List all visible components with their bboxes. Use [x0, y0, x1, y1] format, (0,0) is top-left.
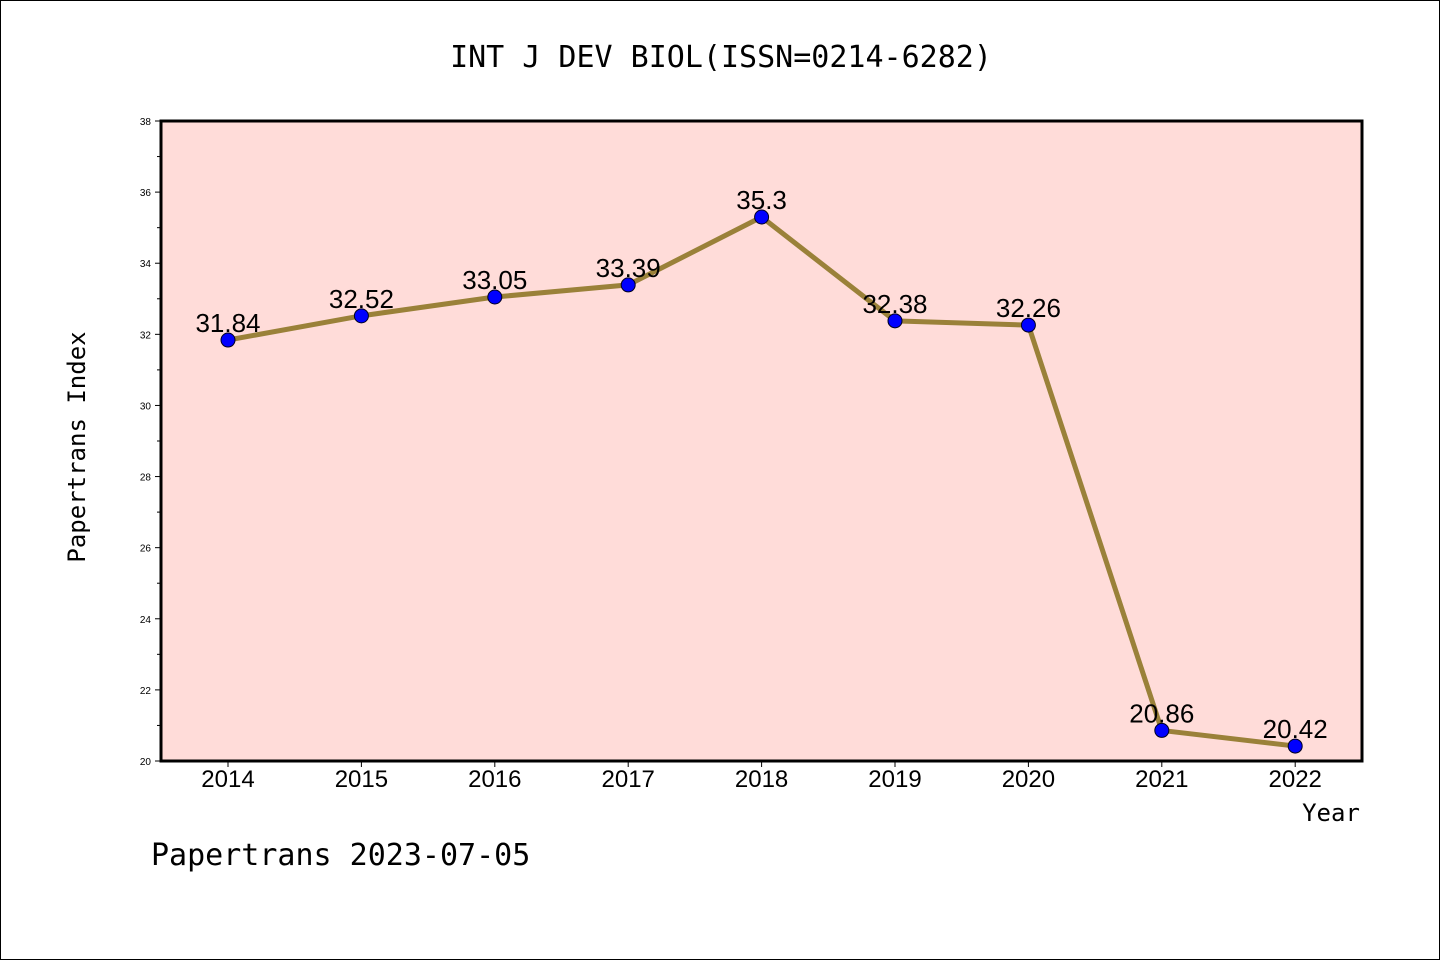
x-tick-label: 2021	[1135, 766, 1188, 793]
data-label: 33.39	[596, 253, 661, 283]
data-label: 32.38	[862, 289, 927, 319]
x-tick-label: 2022	[1269, 766, 1322, 793]
y-tick-label: 22	[140, 686, 152, 697]
y-tick-label: 38	[140, 117, 152, 128]
y-tick-label: 34	[140, 259, 152, 270]
x-tick-label: 2018	[735, 766, 788, 793]
data-point	[220, 332, 236, 348]
plot-area	[159, 119, 1364, 763]
y-axis: 20 22 24 26 28 30 32 34 36 38	[140, 117, 161, 768]
data-point	[1287, 738, 1303, 754]
x-tick-label: 2014	[201, 766, 254, 793]
data-label: 20.42	[1263, 714, 1328, 744]
data-label: 35.3	[736, 185, 787, 215]
data-label: 32.52	[329, 284, 394, 314]
x-tick-label: 2016	[468, 766, 521, 793]
x-axis-label: Year	[1302, 799, 1360, 827]
x-tick-label: 2015	[335, 766, 388, 793]
chart-title: INT J DEV BIOL(ISSN=0214-6282)	[450, 40, 992, 75]
y-tick-label: 20	[140, 757, 152, 768]
data-label: 31.84	[195, 308, 260, 338]
y-tick-label: 32	[140, 330, 152, 341]
y-tick-label: 30	[140, 401, 152, 412]
x-tick-label: 2019	[868, 766, 921, 793]
x-axis: 2014 2015 2016 2017 2018 2019 2020 2021 2022	[201, 761, 1322, 793]
x-tick-label: 2020	[1002, 766, 1055, 793]
y-tick-label: 28	[140, 473, 152, 484]
footer-text: Papertrans 2023-07-05	[151, 838, 530, 873]
data-point	[887, 313, 903, 329]
data-point	[754, 209, 770, 225]
series-markers	[220, 209, 1303, 754]
y-tick-label: 26	[140, 544, 152, 555]
data-labels: 31.84 32.52 33.05 33.39 35.3 32.38 32.26 20.86 2…	[195, 185, 1327, 744]
y-tick-label: 24	[140, 615, 152, 626]
data-point	[620, 277, 636, 293]
y-axis-label: Papertrans Index	[63, 331, 91, 562]
data-label: 32.26	[996, 293, 1061, 323]
y-tick-label: 36	[140, 188, 152, 199]
data-point	[487, 289, 503, 305]
data-point	[1020, 317, 1036, 333]
data-label: 33.05	[462, 265, 527, 295]
data-point	[353, 308, 369, 324]
data-point	[1154, 722, 1170, 738]
data-label: 20.86	[1129, 698, 1194, 728]
x-tick-label: 2017	[602, 766, 655, 793]
